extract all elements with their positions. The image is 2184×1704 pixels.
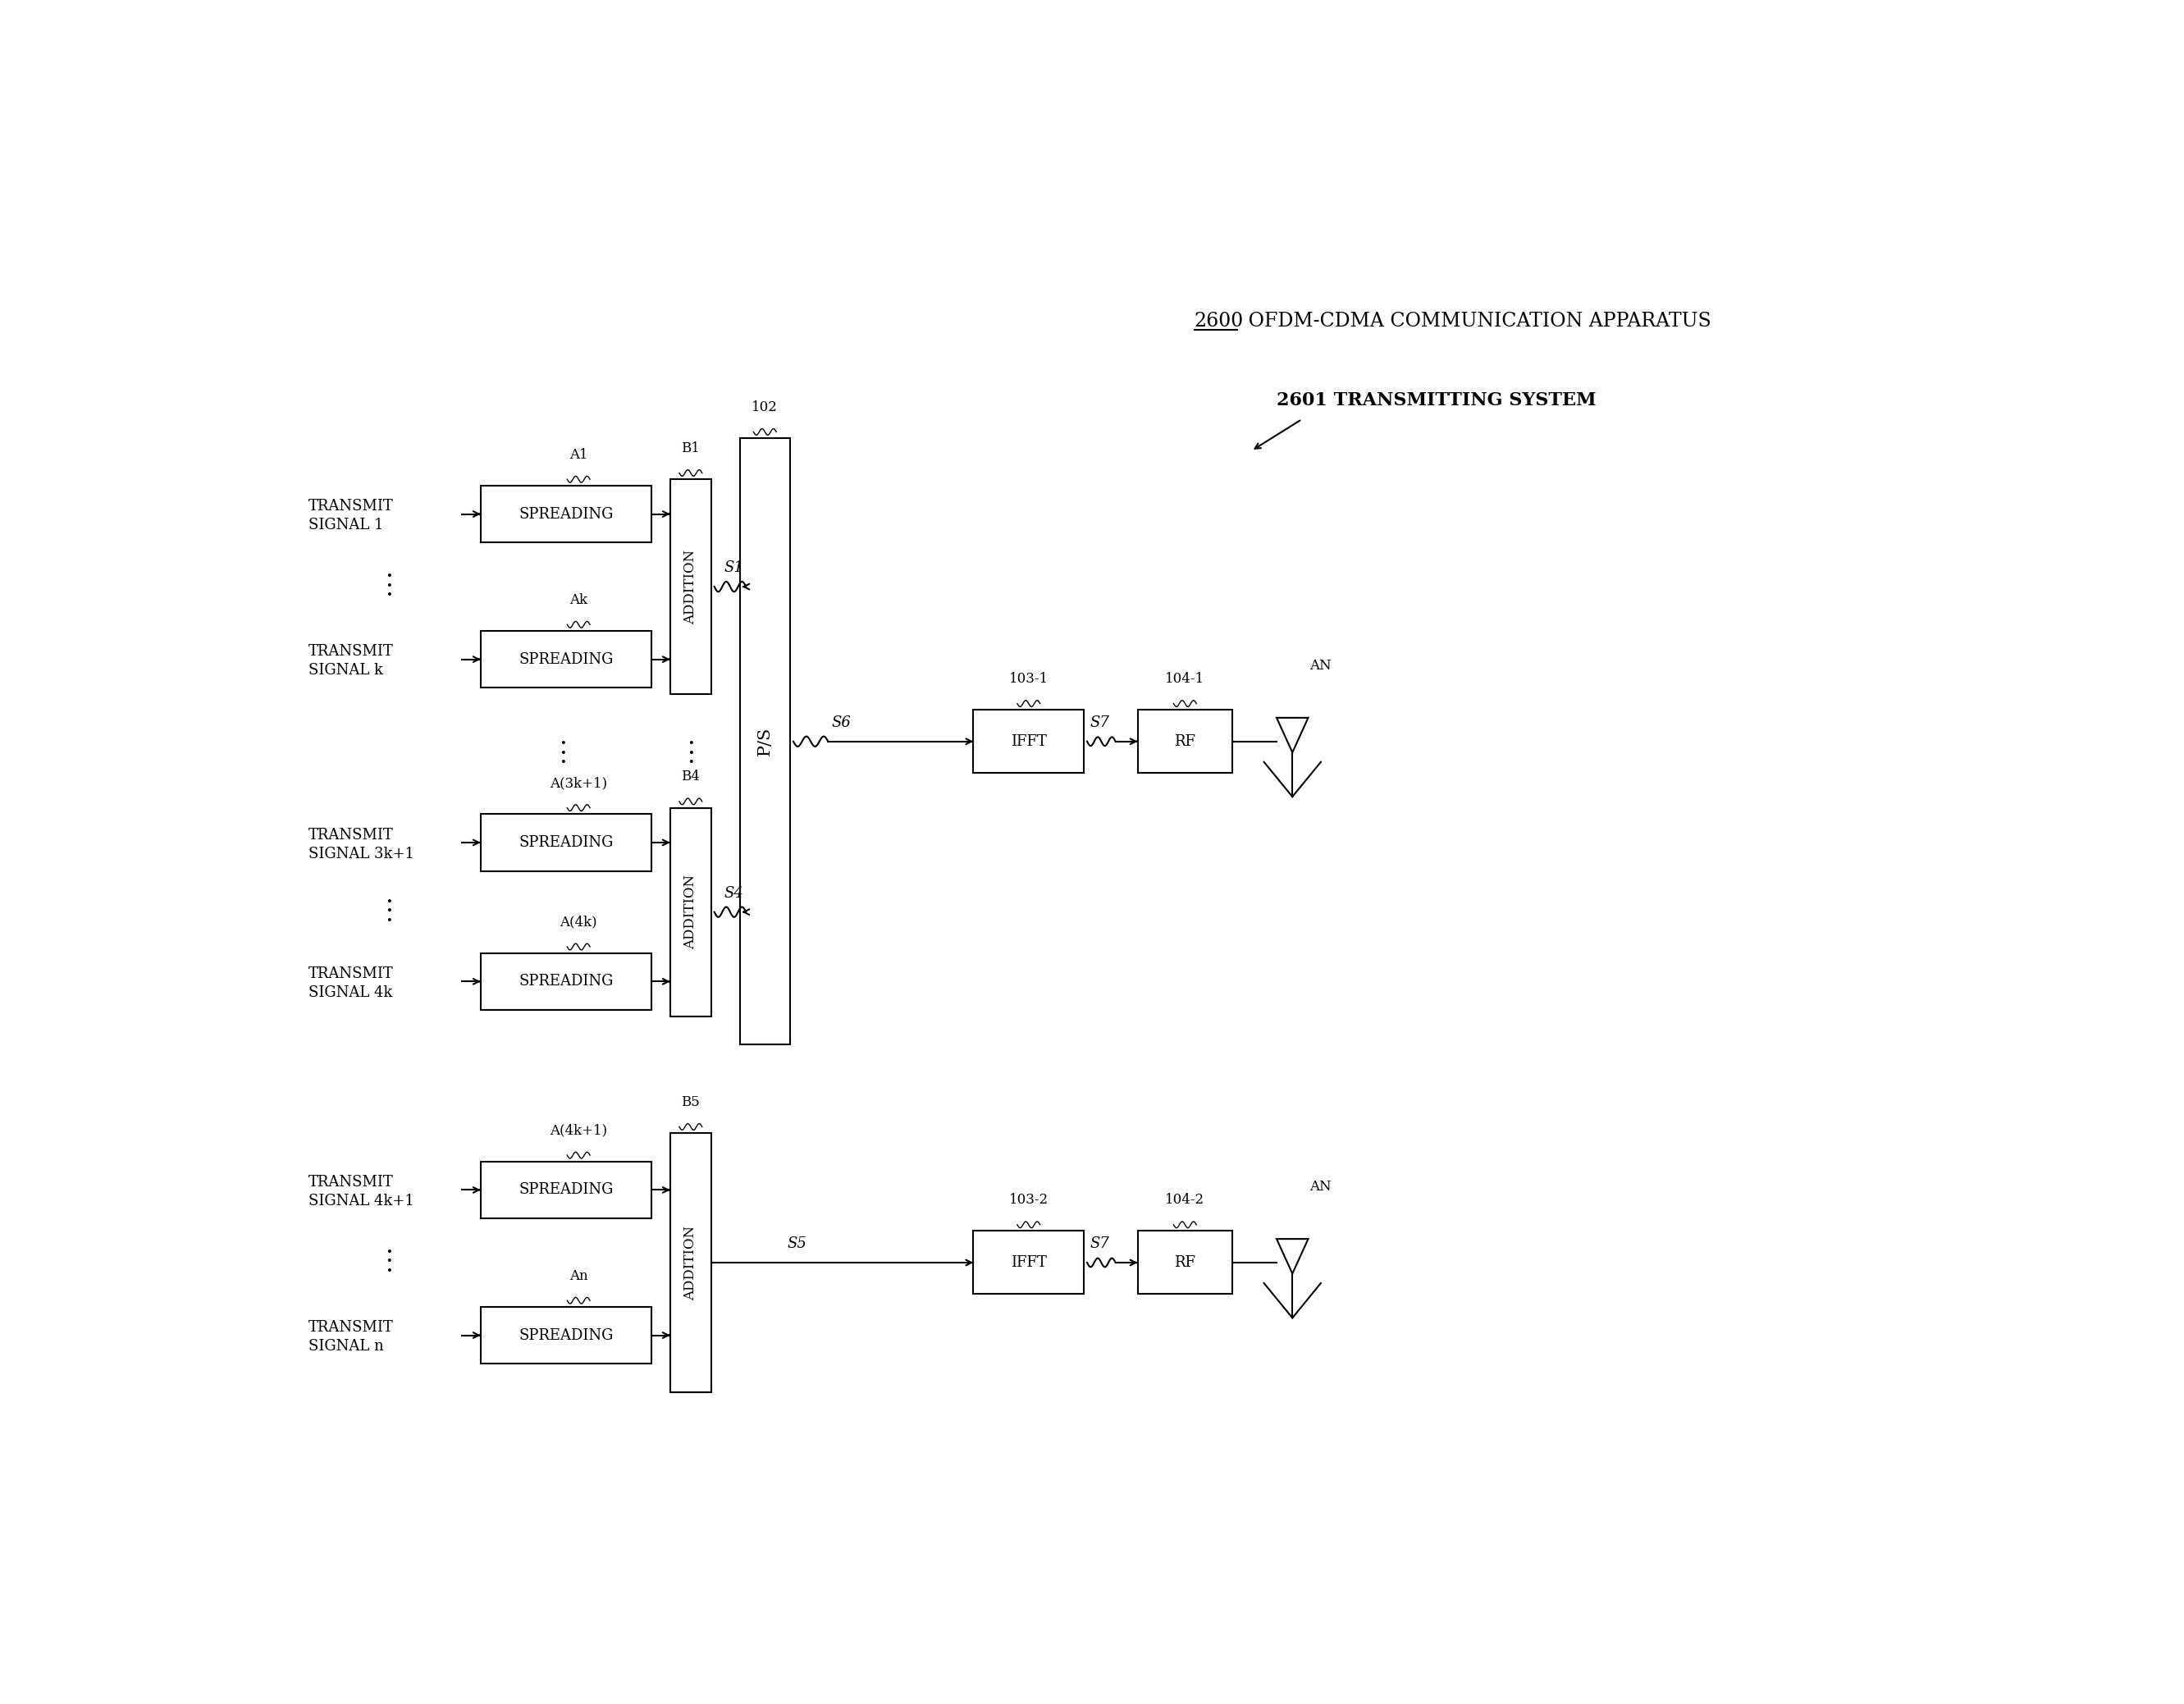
- Text: ·: ·: [559, 733, 566, 757]
- Bar: [670, 808, 712, 1016]
- Bar: [480, 815, 651, 871]
- Text: ·: ·: [384, 1259, 393, 1285]
- Text: ADDITION: ADDITION: [684, 874, 697, 949]
- Text: 2600: 2600: [1195, 312, 1245, 331]
- Text: S7: S7: [1090, 716, 1109, 729]
- Bar: [1138, 711, 1232, 774]
- Text: B1: B1: [681, 441, 701, 455]
- Text: S6: S6: [832, 716, 852, 729]
- Text: OFDM-CDMA COMMUNICATION APPARATUS: OFDM-CDMA COMMUNICATION APPARATUS: [1243, 312, 1712, 331]
- Text: SPREADING: SPREADING: [518, 506, 614, 521]
- Text: 103-2: 103-2: [1009, 1193, 1048, 1206]
- Text: TRANSMIT: TRANSMIT: [308, 1176, 393, 1189]
- Bar: [480, 630, 651, 688]
- Text: 2601 TRANSMITTING SYSTEM: 2601 TRANSMITTING SYSTEM: [1278, 392, 1597, 409]
- Text: ·: ·: [384, 574, 393, 600]
- Text: RF: RF: [1175, 1256, 1195, 1269]
- Text: TRANSMIT: TRANSMIT: [308, 1321, 393, 1334]
- Text: SPREADING: SPREADING: [518, 1183, 614, 1198]
- Text: A(3k+1): A(3k+1): [550, 775, 607, 791]
- Text: 104-1: 104-1: [1166, 671, 1206, 685]
- Text: An: An: [570, 1269, 587, 1283]
- Text: SIGNAL 1: SIGNAL 1: [308, 518, 384, 533]
- Text: ADDITION: ADDITION: [684, 549, 697, 624]
- Text: ·: ·: [384, 900, 393, 925]
- Text: S7: S7: [1090, 1237, 1109, 1251]
- Text: SPREADING: SPREADING: [518, 835, 614, 850]
- Text: P/S: P/S: [758, 728, 773, 757]
- Text: ADDITION: ADDITION: [684, 1225, 697, 1300]
- Text: TRANSMIT: TRANSMIT: [308, 499, 393, 515]
- Bar: [670, 479, 712, 694]
- Text: SIGNAL 4k: SIGNAL 4k: [308, 985, 393, 1000]
- Text: SIGNAL 3k+1: SIGNAL 3k+1: [308, 847, 415, 861]
- Text: A(4k+1): A(4k+1): [550, 1123, 607, 1138]
- Text: S4: S4: [723, 886, 743, 901]
- Text: ·: ·: [384, 564, 393, 590]
- Bar: [1138, 1230, 1232, 1295]
- Text: SPREADING: SPREADING: [518, 1327, 614, 1343]
- Text: ·: ·: [384, 583, 393, 608]
- Text: SIGNAL n: SIGNAL n: [308, 1339, 384, 1355]
- Text: B4: B4: [681, 770, 701, 784]
- Text: ·: ·: [686, 733, 695, 757]
- Text: SIGNAL 4k+1: SIGNAL 4k+1: [308, 1195, 415, 1208]
- Text: S5: S5: [786, 1237, 806, 1251]
- Text: ·: ·: [384, 908, 393, 934]
- Text: TRANSMIT: TRANSMIT: [308, 966, 393, 982]
- Bar: [740, 438, 791, 1045]
- Text: ·: ·: [384, 1251, 393, 1275]
- Text: IFFT: IFFT: [1011, 734, 1046, 748]
- Text: 104-2: 104-2: [1166, 1193, 1206, 1206]
- Text: TRANSMIT: TRANSMIT: [308, 644, 393, 659]
- Text: A1: A1: [570, 448, 587, 462]
- Text: RF: RF: [1175, 734, 1195, 748]
- Text: A(4k): A(4k): [559, 915, 596, 929]
- Text: SPREADING: SPREADING: [518, 653, 614, 666]
- Text: SPREADING: SPREADING: [518, 975, 614, 988]
- Text: ·: ·: [384, 1241, 393, 1266]
- Text: IFFT: IFFT: [1011, 1256, 1046, 1269]
- Bar: [480, 1307, 651, 1363]
- Bar: [480, 953, 651, 1010]
- Text: TRANSMIT: TRANSMIT: [308, 828, 393, 842]
- Text: 103-1: 103-1: [1009, 671, 1048, 685]
- Text: ·: ·: [686, 741, 695, 767]
- Text: ·: ·: [686, 751, 695, 777]
- Bar: [670, 1133, 712, 1392]
- Bar: [480, 1162, 651, 1218]
- Text: ·: ·: [559, 751, 566, 777]
- Text: ·: ·: [559, 741, 566, 767]
- Bar: [974, 1230, 1083, 1295]
- Bar: [974, 711, 1083, 774]
- Bar: [480, 486, 651, 542]
- Text: S1: S1: [723, 561, 743, 576]
- Text: AN: AN: [1310, 1179, 1332, 1195]
- Text: B5: B5: [681, 1096, 701, 1109]
- Text: Ak: Ak: [570, 593, 587, 607]
- Text: ·: ·: [384, 889, 393, 915]
- Text: SIGNAL k: SIGNAL k: [308, 663, 384, 678]
- Text: 102: 102: [751, 400, 778, 414]
- Text: AN: AN: [1310, 659, 1332, 673]
